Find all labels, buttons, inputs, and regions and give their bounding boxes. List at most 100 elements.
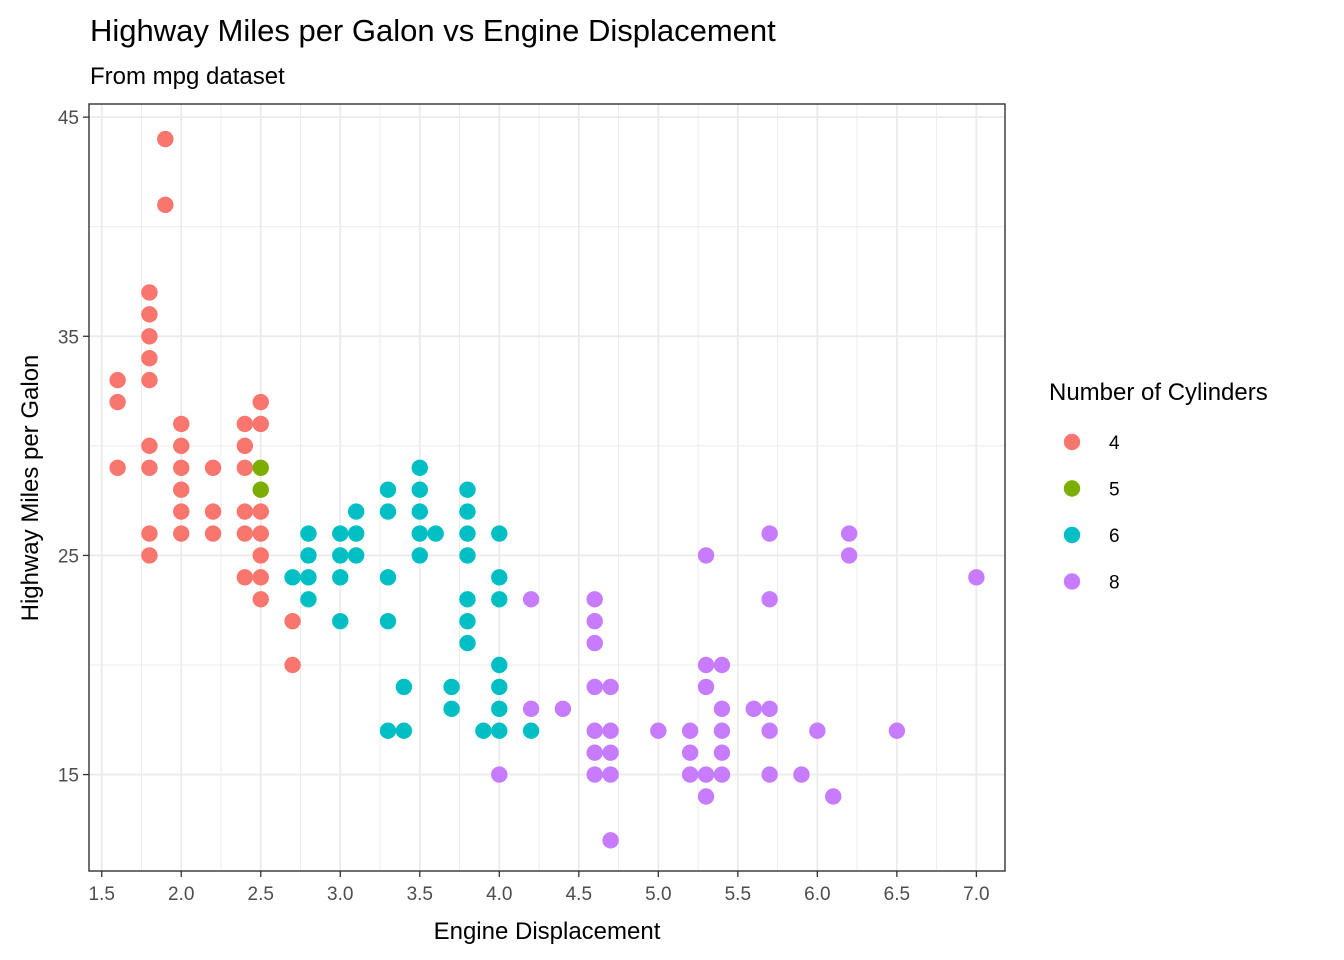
- data-point-cyl-4: [236, 569, 254, 586]
- y-axis-label: Highway Miles per Galon: [17, 355, 44, 622]
- data-point-cyl-8: [586, 722, 603, 739]
- data-point-cyl-8: [713, 700, 731, 718]
- data-point-cyl-6: [411, 481, 428, 498]
- data-point-cyl-4: [204, 525, 222, 542]
- y-axis: 15 25 35 45: [58, 108, 89, 787]
- data-point-cyl-6: [443, 678, 460, 696]
- data-point-cyl-4: [109, 459, 126, 476]
- x-tick-label: 6.0: [804, 884, 830, 905]
- x-axis: 1.5 2.0 2.5 3.0 3.5 4.0 4.5 5.0 5.5 6.0 6.5 7.0: [89, 871, 990, 905]
- data-point-cyl-4: [173, 503, 190, 520]
- data-point-cyl-8: [491, 766, 508, 783]
- data-point-cyl-6: [395, 678, 413, 696]
- data-point-cyl-6: [459, 634, 476, 652]
- y-tick-label: 35: [58, 327, 79, 348]
- data-point-cyl-4: [204, 503, 222, 520]
- data-point-cyl-6: [411, 459, 428, 476]
- data-point-cyl-8: [586, 634, 603, 652]
- data-point-cyl-6: [332, 569, 349, 586]
- data-point-cyl-6: [347, 547, 365, 564]
- data-point-cyl-4: [141, 459, 158, 476]
- x-tick-label: 7.0: [963, 884, 989, 905]
- data-point-cyl-6: [379, 481, 397, 498]
- data-point-cyl-6: [491, 591, 508, 608]
- data-point-cyl-6: [475, 722, 492, 739]
- x-axis-label: Engine Displacement: [434, 918, 661, 945]
- data-point-cyl-6: [379, 503, 397, 520]
- x-tick-label: 1.5: [89, 884, 115, 905]
- y-tick-label: 25: [58, 546, 79, 567]
- data-point-cyl-6: [300, 591, 317, 608]
- data-point-cyl-8: [586, 612, 603, 630]
- data-point-cyl-6: [332, 612, 349, 630]
- legend-label-cyl-4: 4: [1109, 433, 1120, 454]
- data-point-cyl-6: [411, 525, 428, 542]
- legend-label-cyl-8: 8: [1109, 573, 1120, 594]
- data-point-cyl-4: [173, 525, 190, 542]
- legend-title: Number of Cylinders: [1049, 379, 1268, 406]
- data-point-cyl-6: [491, 700, 508, 718]
- data-point-cyl-8: [825, 788, 842, 805]
- data-point-cyl-6: [491, 525, 508, 542]
- data-point-cyl-8: [793, 766, 810, 783]
- data-point-cyl-4: [252, 569, 269, 586]
- data-point-cyl-8: [697, 656, 715, 674]
- legend-key-cyl-8: [1063, 573, 1081, 590]
- legend-key-cyl-5: [1063, 480, 1081, 497]
- data-point-cyl-4: [141, 284, 158, 301]
- data-point-cyl-8: [586, 678, 603, 696]
- data-point-cyl-6: [459, 503, 476, 520]
- data-point-cyl-6: [459, 525, 476, 542]
- data-point-cyl-8: [697, 766, 715, 783]
- data-point-cyl-5: [252, 459, 269, 476]
- data-point-cyl-8: [888, 722, 906, 739]
- data-point-cyl-8: [697, 678, 715, 696]
- data-point-cyl-8: [681, 722, 699, 739]
- data-point-cyl-8: [745, 700, 762, 718]
- data-point-cyl-8: [713, 722, 731, 739]
- plot-border: [88, 103, 1006, 872]
- data-point-cyl-6: [491, 722, 508, 739]
- chart-title: Highway Miles per Galon vs Engine Displa…: [90, 13, 776, 48]
- data-point-cyl-8: [554, 700, 572, 718]
- data-point-cyl-8: [697, 788, 715, 805]
- data-point-cyl-6: [491, 656, 508, 674]
- data-point-cyl-6: [443, 700, 460, 718]
- data-point-cyl-6: [300, 525, 317, 542]
- data-point-cyl-8: [713, 766, 731, 783]
- data-point-cyl-6: [459, 547, 476, 564]
- data-point-cyl-6: [332, 525, 349, 542]
- data-point-cyl-8: [586, 766, 603, 783]
- data-point-cyl-8: [602, 832, 619, 849]
- data-point-cyl-4: [252, 591, 269, 608]
- data-point-cyl-8: [586, 591, 603, 608]
- data-point-cyl-8: [761, 591, 778, 608]
- data-point-cyl-4: [236, 437, 254, 455]
- minor-gridlines: [89, 104, 1005, 871]
- data-point-cyl-4: [252, 393, 269, 411]
- data-point-cyl-4: [252, 547, 269, 564]
- data-point-cyl-4: [236, 503, 254, 520]
- data-point-cyl-6: [522, 722, 540, 739]
- data-point-cyl-8: [713, 744, 731, 761]
- data-point-cyl-6: [459, 481, 476, 498]
- x-tick-label: 3.0: [327, 884, 353, 905]
- data-point-cyl-4: [252, 525, 269, 542]
- data-point-cyl-4: [141, 547, 158, 564]
- data-point-cyl-6: [379, 612, 397, 630]
- legend-label-cyl-6: 6: [1109, 526, 1120, 547]
- data-point-cyl-4: [157, 130, 174, 148]
- data-point-cyl-8: [681, 744, 699, 761]
- legend-key-cyl-6: [1063, 526, 1081, 544]
- data-point-cyl-8: [761, 700, 778, 718]
- data-point-cyl-4: [252, 415, 269, 433]
- data-point-cyl-8: [650, 722, 667, 739]
- data-point-cyl-4: [109, 371, 126, 389]
- data-point-cyl-4: [141, 371, 158, 389]
- y-tick-label: 15: [58, 766, 79, 787]
- data-point-cyl-4: [204, 459, 222, 476]
- data-point-cyl-4: [284, 656, 301, 674]
- data-point-cyl-6: [332, 547, 349, 564]
